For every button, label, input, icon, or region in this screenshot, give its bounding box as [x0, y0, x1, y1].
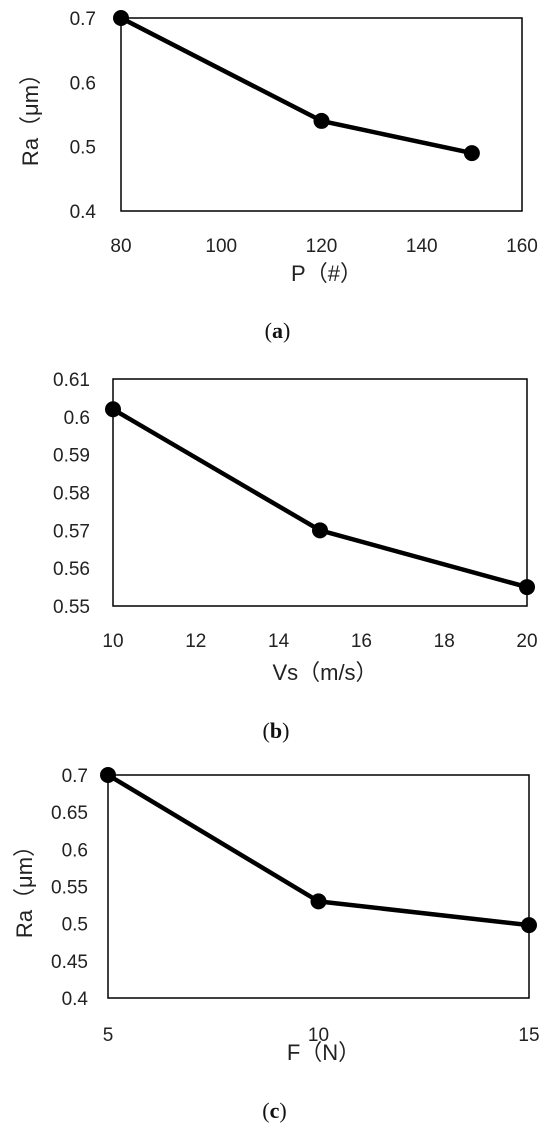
caption-letter: a [272, 318, 283, 343]
caption-letter: c [270, 1098, 280, 1123]
y-tick-label: 0.6 [70, 73, 96, 94]
chart-b: 0.55 0.56 0.57 0.58 0.59 0.6 0.61 10 12 14 16 18 20 V… [53, 370, 538, 743]
caption-close-paren: ) [283, 318, 290, 343]
y-tick-label: 0.57 [53, 521, 90, 542]
y-tick-label: 0.5 [70, 138, 96, 159]
data-point [100, 767, 116, 783]
y-tick-label: 0.58 [53, 484, 90, 505]
x-tick-label: 14 [268, 631, 290, 652]
data-point [519, 579, 535, 596]
x-tick-label: 120 [306, 236, 338, 257]
y-tick-label: 0.55 [51, 878, 88, 899]
y-tick-label: 0.6 [62, 840, 88, 861]
y-tick-label: 0.6 [64, 408, 90, 429]
chart-c: 0.4 0.45 0.5 0.55 0.6 0.65 0.7 5 10 15 F（N） Ra（μm） (… [12, 766, 540, 1123]
x-tick-label: 140 [406, 236, 438, 257]
data-point [113, 10, 129, 26]
series-line [118, 15, 475, 156]
plot-area [107, 774, 530, 999]
x-tick-label: 20 [516, 631, 537, 652]
x-tick-label: 10 [308, 1025, 329, 1046]
data-point [463, 145, 480, 162]
x-tick-label: 5 [103, 1025, 114, 1046]
x-tick-label: 15 [518, 1025, 539, 1046]
data-point [521, 917, 537, 934]
x-axis-title: F（N） [287, 1040, 360, 1065]
y-tick-label: 0.65 [51, 803, 88, 824]
data-point [310, 893, 327, 910]
y-tick-label: 0.4 [70, 202, 97, 223]
panel-caption: (b) [263, 718, 290, 743]
y-axis-title: Ra（μm） [18, 63, 43, 166]
x-tick-label: 100 [205, 236, 237, 257]
y-axis-title: Ra（μm） [12, 835, 37, 938]
x-axis-title: P（#） [291, 261, 362, 286]
y-tick-label: 0.56 [53, 559, 90, 580]
x-tick-label: 12 [185, 631, 206, 652]
y-tick-label: 0.61 [53, 370, 90, 391]
data-point [105, 401, 121, 418]
plot-area [120, 17, 523, 212]
panel-caption: (c) [262, 1098, 286, 1123]
caption-close-paren: ) [279, 1098, 286, 1123]
x-tick-label: 10 [102, 631, 123, 652]
x-axis-title: Vs（m/s） [272, 660, 377, 685]
y-tick-label: 0.59 [53, 446, 90, 467]
y-tick-label: 0.45 [51, 952, 88, 973]
x-tick-label: 18 [434, 631, 455, 652]
y-tick-label: 0.7 [70, 9, 96, 30]
y-tick-label: 0.55 [53, 597, 90, 618]
y-tick-label: 0.5 [62, 915, 88, 936]
panel-caption: (a) [265, 318, 291, 343]
caption-close-paren: ) [282, 718, 289, 743]
caption-open-paren: ( [262, 1098, 269, 1123]
y-tick-label: 0.4 [62, 989, 89, 1010]
x-tick-label: 160 [506, 236, 538, 257]
data-point [313, 112, 330, 129]
series-line [110, 407, 530, 590]
x-tick-label: 16 [351, 631, 372, 652]
y-tick-label: 0.7 [62, 766, 88, 787]
chart-a: 0.4 0.5 0.6 0.7 80 100 120 140 160 P（#） Ra（μm） (a) [18, 9, 538, 343]
x-tick-label: 80 [110, 236, 131, 257]
data-point [312, 522, 328, 539]
caption-open-paren: ( [265, 318, 272, 343]
caption-open-paren: ( [263, 718, 270, 743]
plot-area [112, 378, 528, 607]
caption-letter: b [270, 718, 282, 743]
